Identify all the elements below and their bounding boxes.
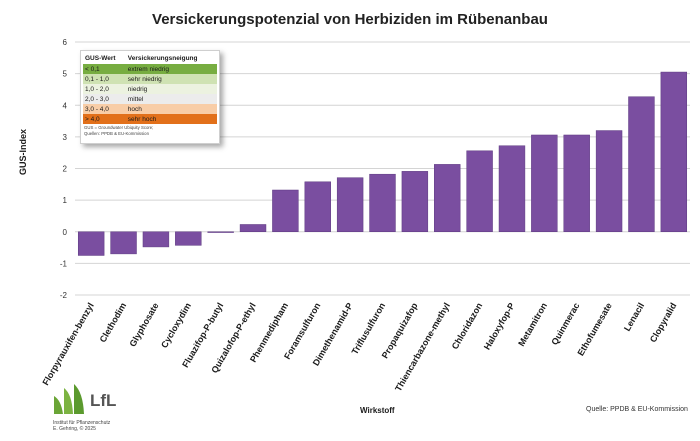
bar — [628, 96, 655, 233]
legend-footnote: GUS = Groundwater Ubiquity Score; Quelle… — [84, 125, 216, 137]
legend-header-gus: GUS-Wert — [85, 55, 116, 62]
x-tick-label: Clethodim — [98, 301, 129, 344]
x-tick-label: Metamitron — [516, 301, 549, 348]
legend-footnote-sources: Quellen: PPDB & EU-Kommission — [84, 131, 149, 136]
legend-row: 0,1 - 1,0 sehr niedrig — [83, 74, 217, 84]
bar — [272, 189, 299, 233]
bar — [531, 134, 558, 232]
y-tick-label: 0 — [63, 228, 68, 237]
bar — [369, 173, 396, 233]
bar — [563, 134, 590, 232]
legend-header-neigung: Versickerungsneigung — [127, 55, 198, 62]
legend-label: niedrig — [127, 85, 148, 93]
legend-header-row: GUS-Wert Versickerungsneigung — [83, 53, 217, 64]
bar — [498, 145, 526, 232]
legend-label: hoch — [127, 105, 142, 113]
legend-label: extrem niedrig — [127, 65, 169, 73]
x-tick-label: Ethofumesate — [575, 301, 613, 358]
y-tick-labels: -2 -1 0 1 2 3 4 5 6 — [60, 38, 68, 300]
chart-title: Versickerungspotenzial von Herbiziden im… — [152, 11, 548, 28]
y-tick-label: 4 — [63, 101, 68, 110]
x-tick-label: Florpyrauxifen-benzyl — [40, 301, 95, 387]
legend-table: GUS-Wert Versickerungsneigung < 0,1 extre… — [83, 53, 217, 124]
x-tick-label: Lenacil — [622, 301, 646, 333]
y-tick-label: 5 — [63, 70, 68, 79]
bar — [304, 181, 331, 232]
y-axis-title: GUS-Index — [18, 128, 28, 175]
legend-row: > 4,0 sehr hoch — [83, 114, 217, 124]
legend-row: 2,0 - 3,0 mittel — [83, 94, 217, 104]
lfl-copyright: E. Gehring, © 2025 — [53, 426, 96, 432]
bar — [207, 231, 234, 233]
source-note: Quelle: PPDB & EU-Kommission — [586, 406, 688, 413]
x-tick-label: Haloxyfop-P — [482, 301, 517, 351]
bar — [175, 231, 202, 246]
x-tick-label: Quinmerac — [549, 301, 581, 347]
bar — [336, 177, 364, 232]
y-tick-label: 6 — [63, 38, 68, 47]
bar — [142, 231, 170, 248]
x-tick-label: Chloridazon — [450, 301, 485, 351]
legend-label: sehr hoch — [127, 115, 157, 123]
legend-row: < 0,1 extrem niedrig — [83, 64, 217, 74]
x-tick-label: Glyphosate — [127, 301, 160, 348]
x-tick-label: Triflusulfuron — [350, 301, 388, 356]
legend-range: < 0,1 — [85, 65, 100, 73]
lfl-logo-text: LfL — [90, 391, 117, 410]
legend-range: > 4,0 — [85, 115, 100, 123]
legend-rows: < 0,1 extrem niedrig 0,1 - 1,0 sehr niedrig… — [83, 64, 217, 124]
legend-range: 2,0 - 3,0 — [85, 95, 109, 103]
bars — [77, 71, 688, 256]
y-tick-label: 1 — [63, 196, 68, 205]
bar — [466, 150, 493, 232]
y-tick-label: 2 — [63, 165, 68, 174]
bar — [401, 171, 429, 233]
gus-legend: GUS-Wert Versickerungsneigung < 0,1 extre… — [80, 50, 220, 144]
y-tick-label: 3 — [63, 133, 68, 142]
x-axis-title: Wirkstoff — [360, 406, 395, 415]
legend-range: 1,0 - 2,0 — [85, 85, 109, 93]
bar — [110, 231, 137, 255]
legend-row: 3,0 - 4,0 hoch — [83, 104, 217, 114]
x-tick-label: Cycloxydim — [159, 301, 193, 350]
bar — [595, 130, 623, 232]
lfl-logo: LfL Institut für Pflanzenschutz E. Gehri… — [50, 380, 140, 435]
bar — [434, 164, 461, 232]
bar — [77, 231, 105, 256]
x-tick-label: Clopyralid — [648, 301, 679, 344]
bar — [239, 224, 267, 233]
lfl-institute: Institut für Pflanzenschutz — [53, 420, 111, 426]
legend-label: mittel — [127, 95, 144, 103]
legend-footnote-gus: GUS = Groundwater Ubiquity Score; — [84, 125, 154, 130]
legend-range: 3,0 - 4,0 — [85, 105, 109, 113]
legend-range: 0,1 - 1,0 — [85, 75, 109, 83]
lfl-logo-subtitle: Institut für Pflanzenschutz E. Gehring, … — [53, 420, 110, 432]
y-tick-label: -2 — [60, 291, 68, 300]
y-tick-label: -1 — [60, 259, 68, 268]
lfl-leaf-icon — [54, 384, 84, 414]
legend-row: 1,0 - 2,0 niedrig — [83, 84, 217, 94]
legend-label: sehr niedrig — [127, 75, 162, 83]
bar — [660, 71, 688, 232]
